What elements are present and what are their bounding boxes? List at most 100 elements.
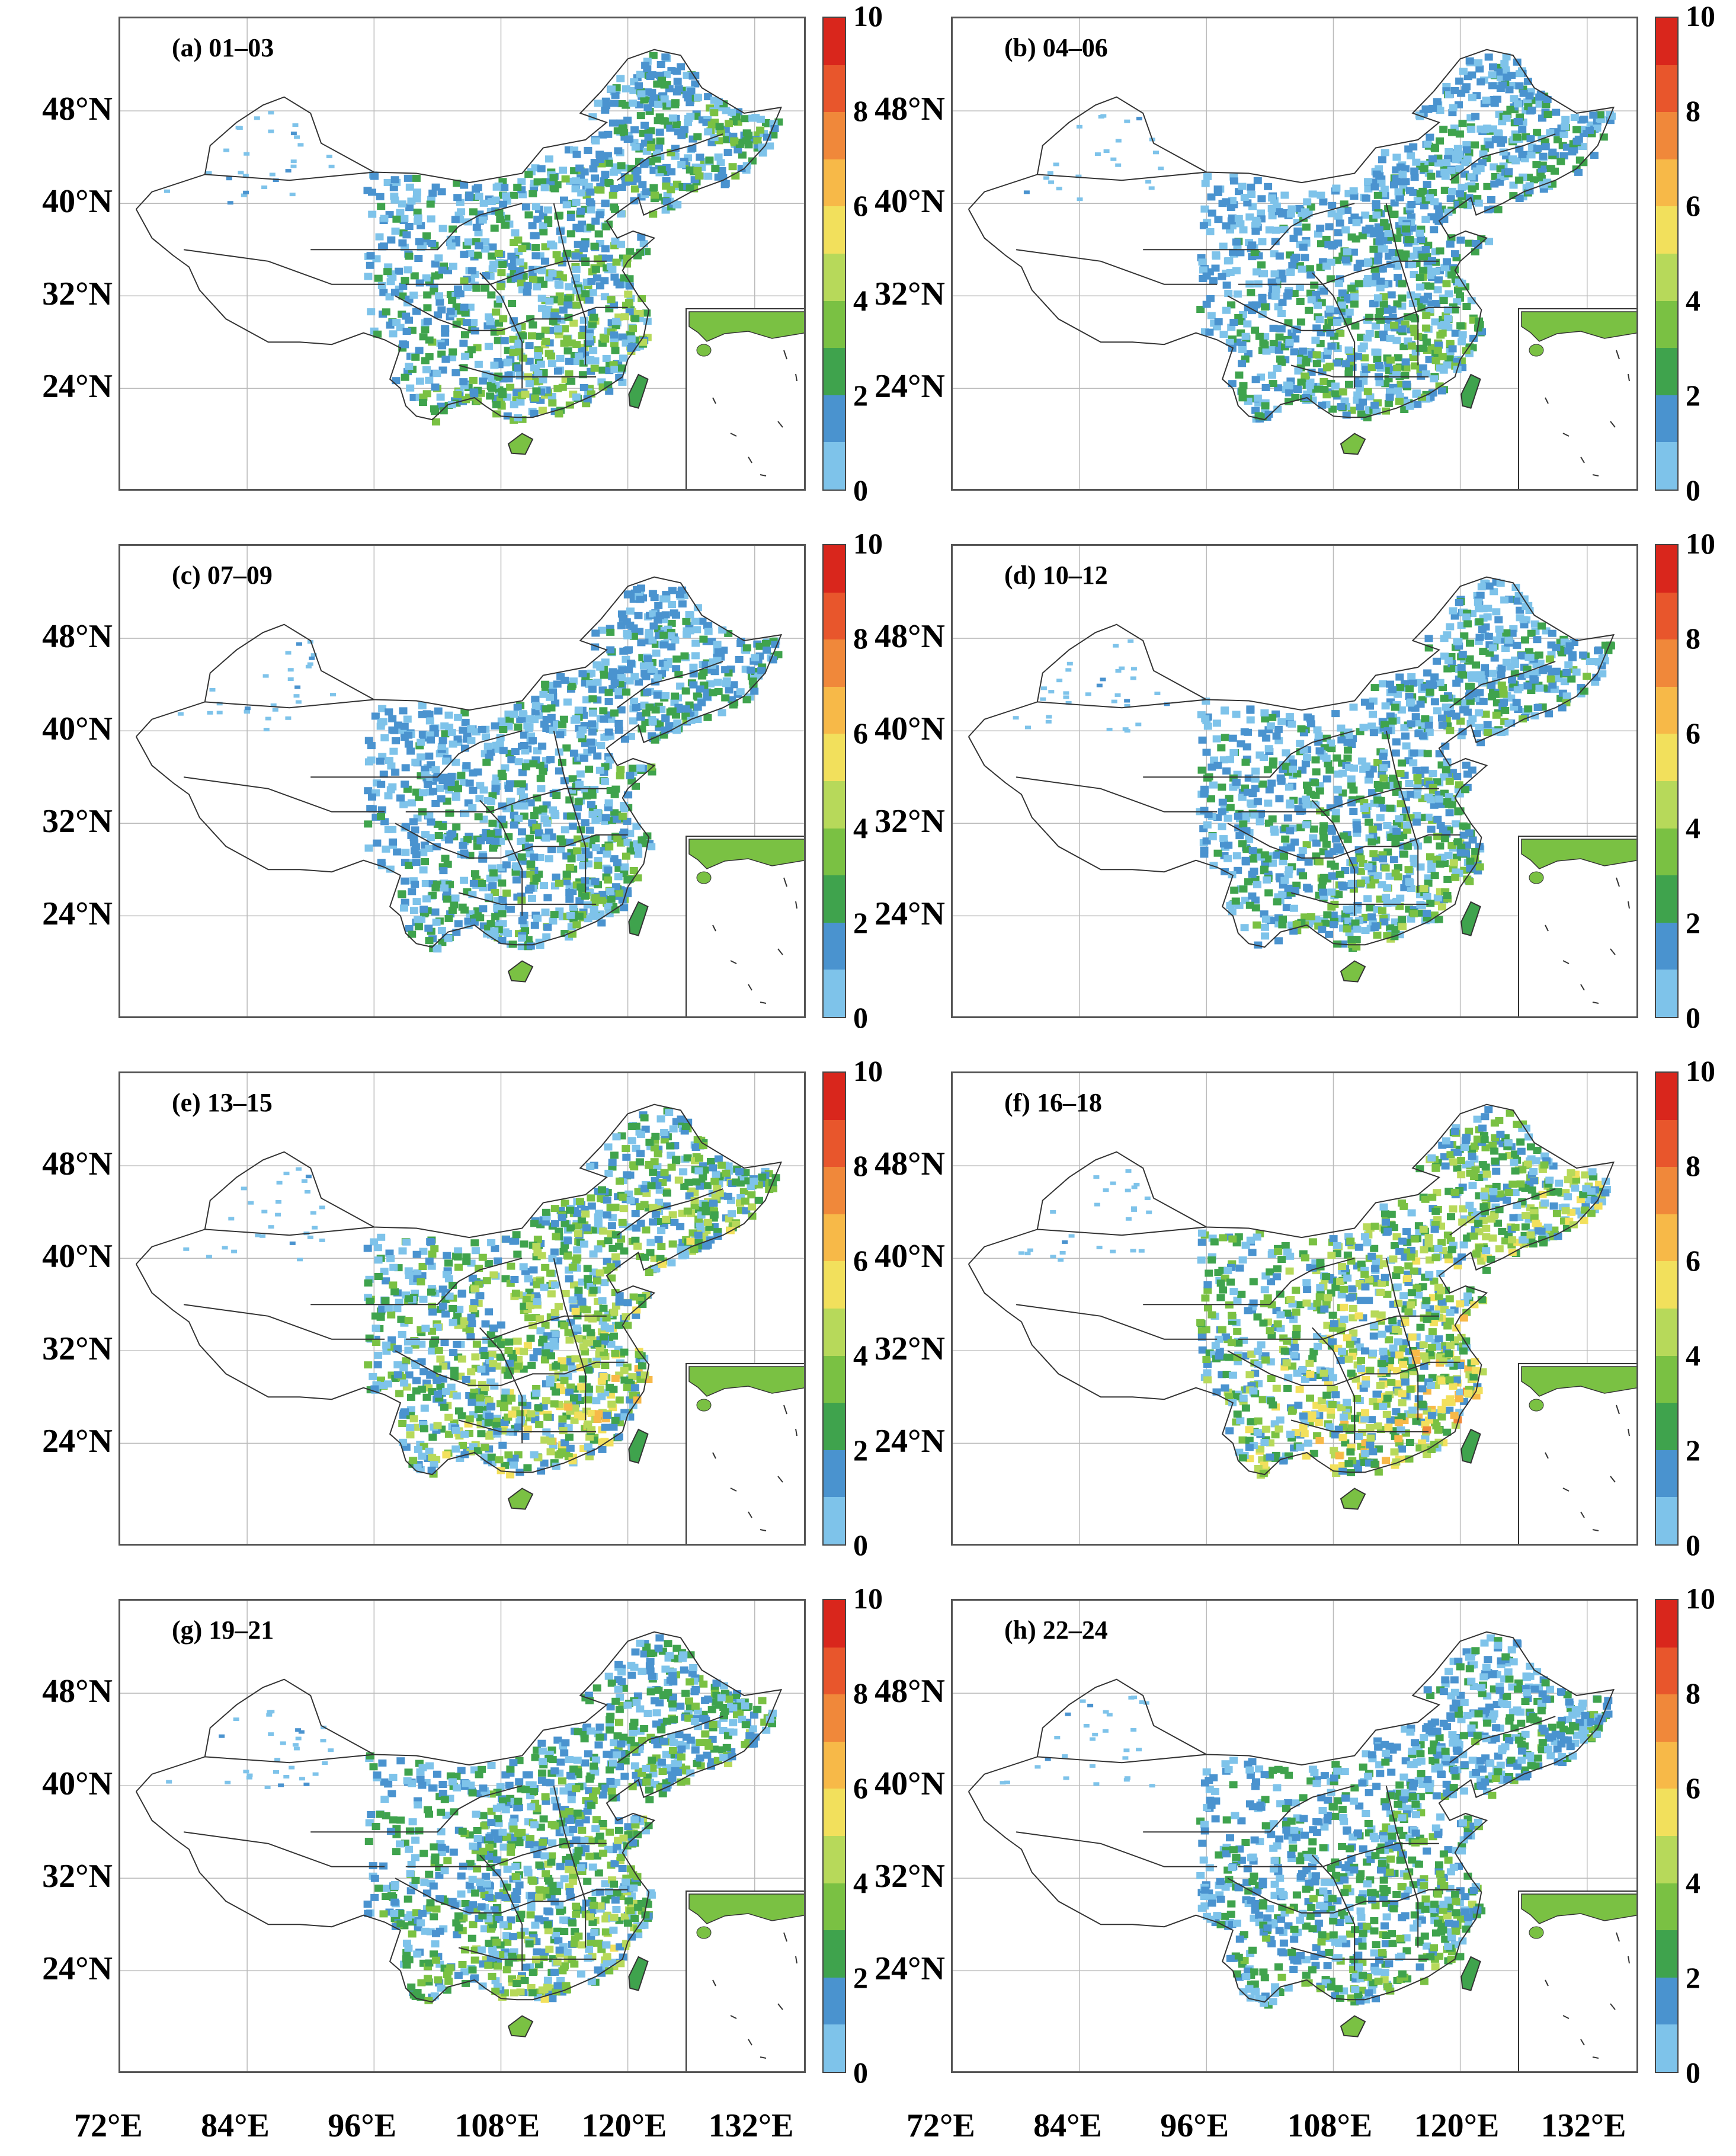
precip-cell [478,216,487,224]
precip-cell [1436,137,1444,145]
precip-cell [1433,833,1442,840]
precip-cell [478,880,486,887]
precip-cell [474,813,483,821]
precip-cell [447,772,456,780]
precip-cell [1545,710,1554,718]
precip-cell [1276,774,1285,782]
precip-cell [591,835,600,843]
precip-cell [1208,833,1217,840]
precip-cell [1387,291,1396,299]
precip-cell [1361,211,1370,219]
precip-cell [1223,814,1232,822]
precip-cell [1344,346,1353,354]
precip-cell [645,662,654,670]
precip-cell [1548,681,1557,689]
precip-cell [1322,840,1331,848]
precip-cell [417,738,425,746]
precip-cell [1443,631,1452,639]
precip-cell [1289,235,1298,242]
precip-cell [1319,888,1327,896]
precip-cell [520,742,529,749]
precip-cell [541,680,550,688]
precip-cell [686,166,694,174]
inset-dash [748,456,752,463]
precip-cell [1474,598,1482,606]
precip-cell [627,335,636,343]
precip-cell [1301,913,1309,921]
precip-cell [629,867,638,874]
precip-cell [1521,636,1529,644]
precip-cell [1312,839,1321,847]
precip-cell [744,141,753,149]
precip-cell [1277,718,1286,725]
precip-cell [1197,766,1206,774]
map-panel-d: 48°N 40°N 32°N 24°N (d) 10–12 0 2 4 6 8 10 [832,527,1715,1037]
precip-cell [496,295,505,303]
precip-cell [1334,229,1343,236]
precip-cell [616,772,624,780]
precip-cell [555,282,564,289]
precip-cell [216,711,223,715]
precip-cell [1343,738,1352,746]
precip-cell [1322,391,1331,399]
precip-cell [1444,657,1453,664]
precip-cell [579,178,588,186]
precip-cell [422,895,431,903]
precip-cell [578,347,587,354]
precip-cell [689,670,698,678]
precip-cell [549,174,558,181]
lat-tick-label: 40°N [42,711,113,748]
lat-tick-label: 32°N [875,276,945,313]
precip-cell [415,238,424,245]
precip-cell [1349,703,1358,711]
precip-cell [421,326,430,334]
inset-dash [795,373,797,382]
precip-cell [1222,198,1231,206]
precip-cell [1402,821,1411,829]
precip-cell [1312,360,1321,367]
precip-cell [1245,213,1254,221]
precip-cell [1407,152,1415,159]
precip-cell [511,229,520,236]
precip-cell [566,214,575,222]
precip-cell [572,393,581,401]
precip-cell [418,730,427,738]
precip-cell [1444,315,1453,322]
precip-cell [518,245,527,252]
precip-cell [616,766,625,773]
precip-cell [428,239,437,247]
precip-cell [1145,180,1152,184]
precip-cell [1414,719,1423,727]
precip-cell [1461,786,1469,794]
precip-cell [1264,745,1273,753]
precip-cell [656,61,665,68]
precip-cell [667,619,676,627]
precip-cell [649,184,658,191]
precip-cell [1251,767,1260,775]
precip-cell [1257,261,1266,269]
precip-cell [1443,875,1452,883]
precip-field [164,52,783,426]
province-border [553,203,587,366]
precip-cell [594,862,603,869]
precip-cell [695,172,704,180]
precip-cell [1533,129,1542,136]
precip-cell [1418,253,1427,261]
precip-cell [1388,314,1397,321]
precip-cell [1278,299,1287,306]
lat-tick-label: 48°N [875,618,945,655]
precip-cell [459,378,468,386]
precip-cell [575,780,584,788]
precip-cell [523,282,532,290]
precip-cell [565,283,574,290]
precip-cell [539,767,547,775]
precip-cell [1393,300,1402,308]
precip-cell [533,914,542,922]
precip-cell [556,835,565,843]
precip-cell [529,321,537,329]
precip-cell [450,901,459,909]
precip-cell [1287,205,1296,213]
precip-cell [1244,878,1253,885]
precip-cell [693,133,702,140]
precip-cell [518,710,527,718]
